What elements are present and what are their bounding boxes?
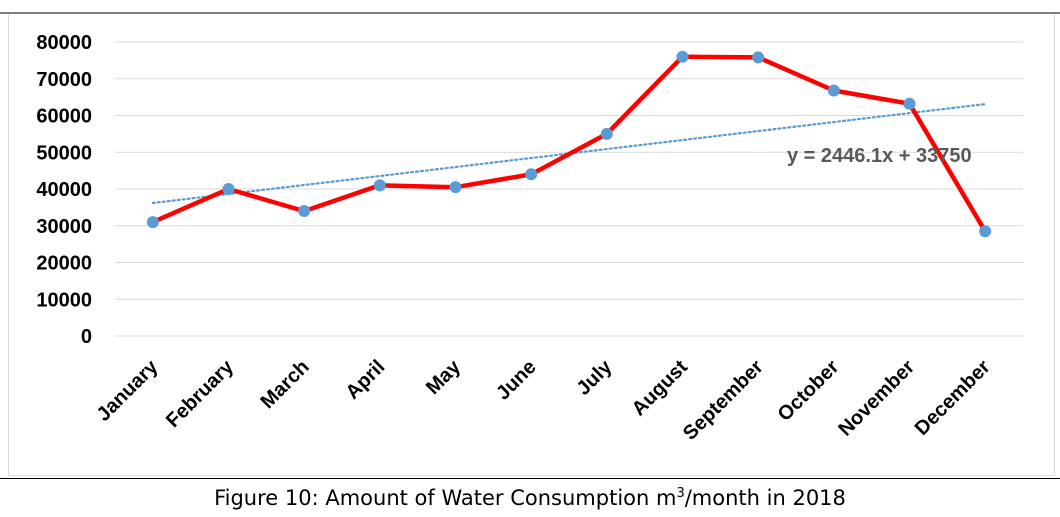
caption-superscript: 3 — [676, 486, 685, 501]
data-point — [222, 183, 235, 195]
data-point — [373, 179, 386, 192]
y-tick-label: 70000 — [36, 69, 92, 91]
bottom-rule — [0, 478, 1060, 479]
y-tick-label: 10000 — [36, 289, 92, 311]
caption-text-after: /month in 2018 — [684, 486, 846, 510]
x-tick-label: February — [162, 355, 239, 432]
x-tick-label: July — [573, 355, 617, 399]
data-point — [903, 97, 916, 110]
top-rule — [0, 12, 1060, 14]
y-tick-label: 40000 — [36, 179, 92, 201]
data-point — [449, 181, 462, 194]
x-axis-tick-labels: January February March April May June July Augu… — [93, 355, 995, 444]
data-point — [676, 50, 689, 63]
data-point — [600, 127, 613, 140]
x-tick-label: October — [774, 356, 844, 426]
x-tick-label: May — [422, 355, 466, 399]
x-tick-label: September — [679, 356, 768, 445]
trendline-equation: y = 2446.1x + 33750 — [787, 145, 972, 167]
data-point — [298, 205, 311, 218]
chart-frame — [8, 14, 1055, 476]
y-axis-tick-labels: 0 10000 20000 30000 40000 50000 60000 70000 8000… — [36, 32, 92, 348]
x-tick-label: November — [834, 356, 919, 441]
data-point — [827, 84, 840, 97]
y-tick-label: 80000 — [36, 32, 92, 54]
y-tick-label: 50000 — [36, 142, 92, 164]
y-tick-label: 0 — [81, 326, 92, 348]
caption-text-before: Figure 10: Amount of Water Consumption m — [214, 486, 677, 510]
x-tick-label: January — [93, 355, 163, 425]
x-tick-label: June — [492, 356, 541, 405]
x-tick-label: August — [628, 356, 693, 421]
y-tick-label: 20000 — [36, 253, 92, 275]
series-line — [150, 54, 988, 234]
data-point — [752, 51, 765, 64]
gridlines — [115, 41, 1023, 337]
x-tick-label: December — [911, 356, 995, 440]
data-point — [525, 168, 538, 181]
y-tick-label: 60000 — [36, 106, 92, 128]
trendline-equation-label: y = 2446.1x + 33750 — [787, 145, 972, 167]
data-markers — [146, 50, 992, 238]
data-point — [146, 216, 159, 229]
figure-caption: Figure 10: Amount of Water Consumption m… — [0, 484, 1060, 512]
y-tick-label: 30000 — [36, 216, 92, 238]
data-point — [979, 225, 992, 238]
x-tick-label: April — [342, 356, 390, 404]
line-chart: 0 10000 20000 30000 40000 50000 60000 70000 8000… — [36, 32, 1023, 445]
series — [150, 54, 988, 234]
x-tick-label: March — [256, 356, 313, 413]
